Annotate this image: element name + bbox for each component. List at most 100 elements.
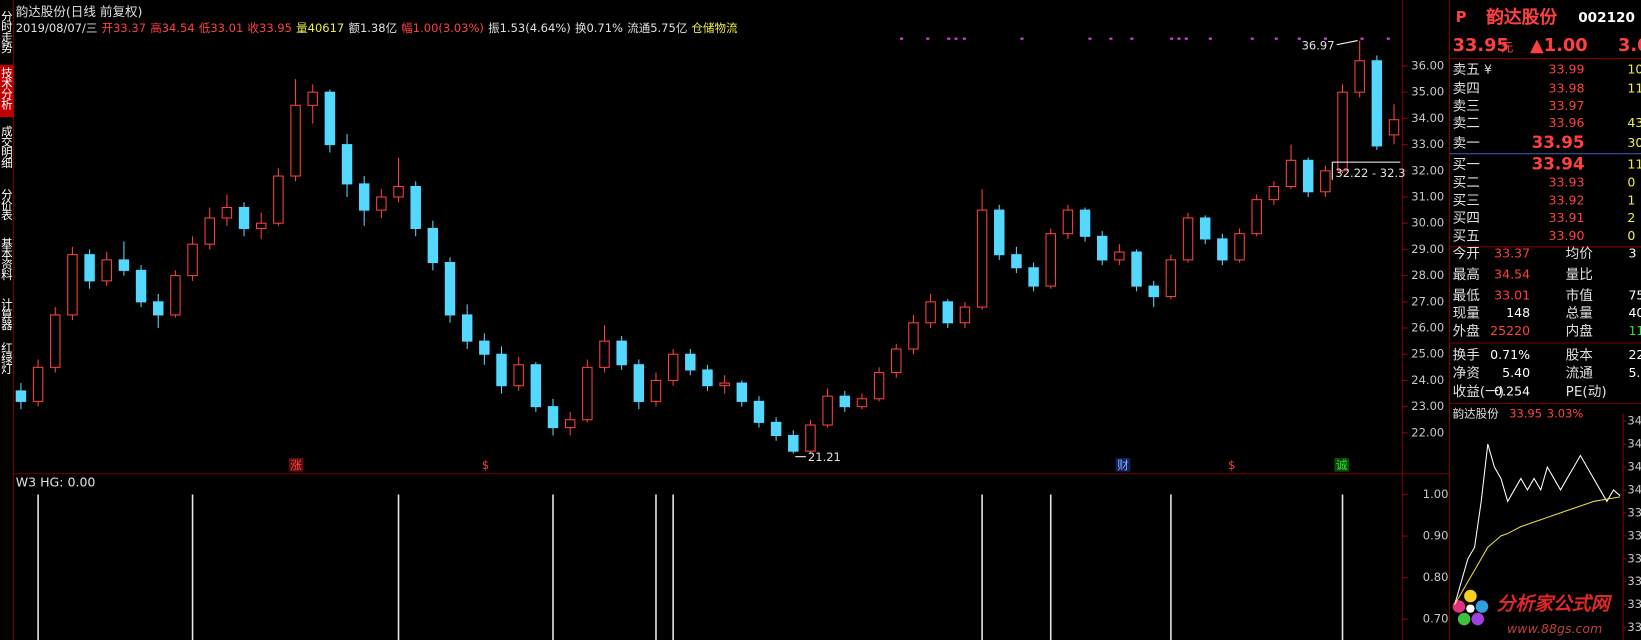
book-label: 卖三 (1453, 99, 1480, 115)
info-item: 低33.01 (199, 21, 243, 35)
candle-body (582, 366, 593, 421)
candle-body (976, 209, 988, 308)
stat-value: 33.37 (1494, 246, 1530, 261)
candle-body (822, 395, 833, 426)
candle-body (32, 366, 44, 402)
candle-body (273, 175, 284, 224)
candle-body (50, 314, 61, 368)
y-tick-label: 24.00 (1411, 373, 1444, 387)
book-volume: 1 (1627, 192, 1635, 207)
candle-body (753, 400, 765, 423)
candle-body (461, 314, 473, 342)
candle-body (1011, 254, 1022, 269)
book-label: 买二 (1453, 175, 1480, 191)
book-label: 卖四 (1453, 81, 1480, 97)
candle-body (908, 322, 919, 350)
y-tick-label: 29.00 (1411, 242, 1444, 256)
candle-body (839, 395, 851, 408)
stat-value: 33.01 (1494, 287, 1530, 302)
book-label: 卖一 (1453, 135, 1481, 151)
info-item: 振1.53(4.64%) (488, 21, 571, 35)
candle-body (1148, 285, 1159, 298)
candle-body (135, 269, 147, 303)
side-tab[interactable]: 红绿灯 (0, 342, 14, 375)
info-item: 量40617 (296, 21, 344, 35)
stat-label: 股本 (1566, 348, 1594, 364)
side-tab[interactable]: 分价表 (0, 188, 14, 221)
event-marker: 诚 (1336, 458, 1348, 472)
candle-body (564, 419, 576, 429)
book-volume: 43 (1627, 115, 1641, 130)
y-tick-label: 33 (1627, 505, 1641, 519)
info-item: 幅1.00(3.03%) (401, 21, 484, 35)
event-marker-bg (1115, 458, 1131, 472)
event-marker-bg (1334, 458, 1350, 472)
event-dot (900, 37, 904, 40)
event-marker-bg (288, 458, 304, 472)
y-tick-label: 33.00 (1411, 137, 1444, 151)
info-line: 2019/08/07/三 开33.37 高34.54 低33.01 收33.95 量406… (16, 21, 738, 35)
stat-value: 3 (1628, 246, 1636, 261)
event-dot (1274, 37, 1278, 40)
y-tick-label: 33 (1627, 574, 1641, 588)
event-marker: 财 (1117, 458, 1129, 472)
candle-body (1354, 60, 1365, 93)
candle-body (702, 369, 713, 387)
sell-icon: ¥ (1484, 62, 1492, 77)
stat-value: 0.254 (1494, 384, 1530, 399)
candle-body (994, 209, 1005, 256)
stat-label: 净资 (1453, 365, 1480, 381)
candle-body (15, 390, 27, 402)
info-item: 流通5.75亿 (627, 21, 687, 35)
book-price: 33.92 (1549, 192, 1585, 207)
book-price: 33.94 (1532, 154, 1585, 174)
book-volume: 11 (1627, 80, 1641, 95)
side-tab[interactable]: 分时走势 (0, 10, 14, 52)
candle-body (1388, 119, 1400, 136)
candle-body (547, 406, 559, 429)
candle-body (1062, 209, 1074, 235)
book-label: 买一 (1453, 157, 1481, 173)
book-price: 33.91 (1549, 210, 1585, 225)
candle-body (856, 398, 868, 408)
candle-body (255, 222, 267, 229)
y-tick-label: 36.00 (1411, 58, 1444, 72)
candle-body (1234, 233, 1245, 261)
candle-body (1302, 159, 1314, 193)
candle-body (118, 259, 130, 271)
candle-body (667, 353, 679, 381)
candle-body (1217, 238, 1228, 261)
candle-body (496, 353, 507, 387)
stat-label: 均价 (1566, 246, 1594, 262)
side-tab[interactable]: 成交明细 (0, 125, 14, 167)
info-item: 高34.54 (150, 21, 194, 35)
candle-body (1028, 267, 1039, 287)
stat-label: 收益(一) (1453, 384, 1504, 400)
info-item: 额1.38亿 (348, 21, 397, 35)
candle-body (153, 301, 164, 316)
event-dot (926, 37, 930, 40)
mini-pct: 3.03% (1547, 407, 1584, 421)
watermark-name: 分析家公式网 (1497, 593, 1613, 615)
book-price: 33.96 (1549, 115, 1585, 130)
candle-body (170, 275, 181, 316)
event-dot (1208, 37, 1212, 40)
info-item: 收33.95 (248, 21, 292, 35)
side-tab[interactable]: 技术分析 (0, 67, 14, 110)
y-tick-label: 32.00 (1411, 163, 1444, 177)
stat-label: 市值 (1566, 287, 1594, 304)
candle-body (1320, 170, 1331, 193)
quote-price: 33.95 (1453, 35, 1509, 56)
side-tab[interactable]: 基本资料 (0, 237, 14, 280)
y-tick-label: 33 (1627, 620, 1641, 634)
candle-body (238, 206, 250, 229)
side-tab[interactable]: 计算器 (0, 298, 14, 331)
stat-label: 现量 (1453, 306, 1480, 322)
stat-value: 5.40 (1502, 365, 1530, 380)
high-arrow (1336, 40, 1358, 46)
candle-body (84, 254, 95, 282)
candle-body (1371, 60, 1383, 147)
candle-body (427, 227, 439, 264)
candle-body (444, 261, 456, 316)
